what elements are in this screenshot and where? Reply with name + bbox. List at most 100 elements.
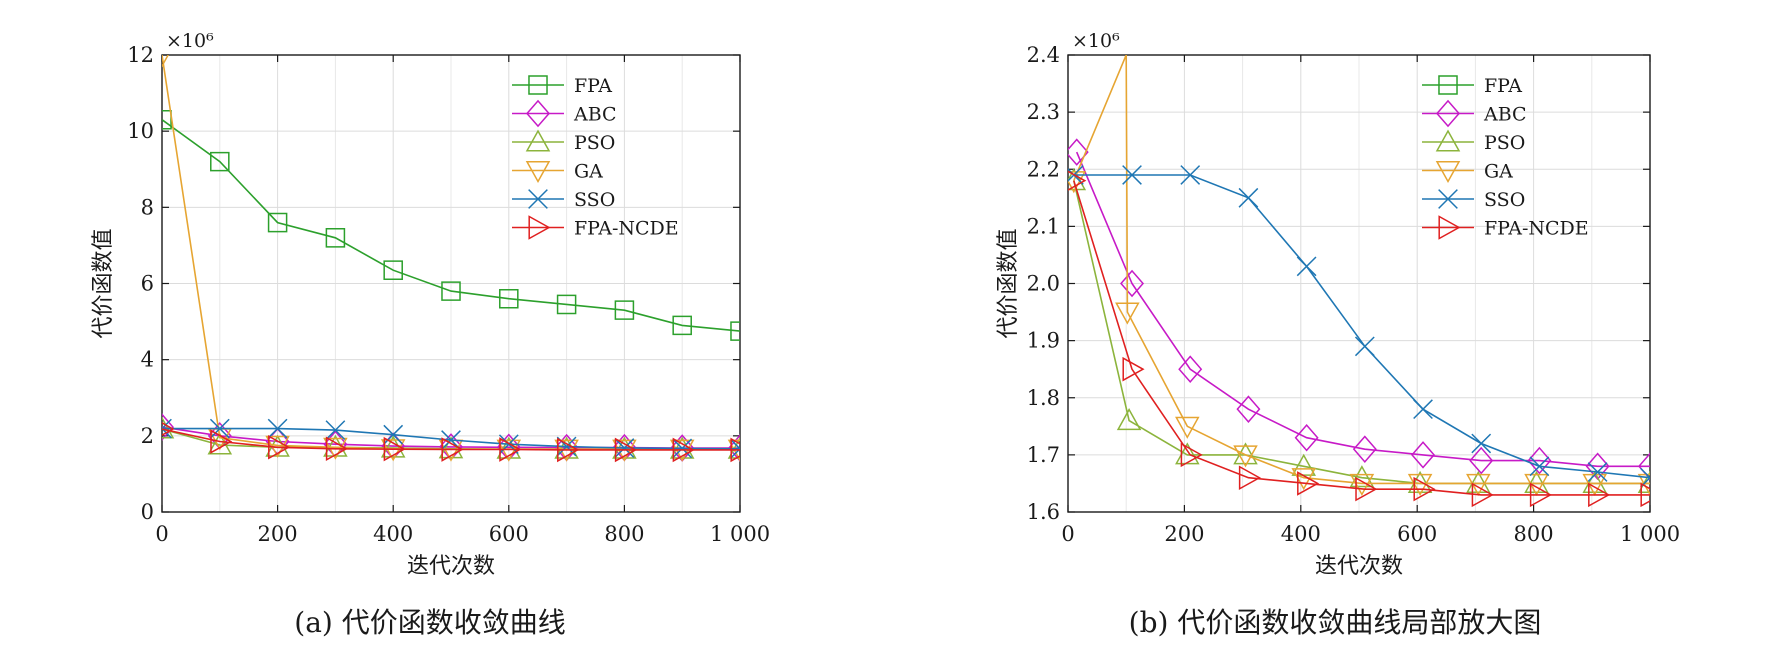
x-tick-label: 0 xyxy=(1061,522,1074,546)
x-tick-label: 1 000 xyxy=(710,522,770,546)
data-point-fpa-ncde xyxy=(614,437,637,463)
data-point-abc xyxy=(1638,452,1650,481)
data-point-sso xyxy=(267,418,288,439)
data-point-fpa-ncde xyxy=(1355,476,1378,502)
ticks: 0 200 400 600 800 1 000 1.6 1.7 1.8 1.9 2.0 2.1 2.2 2… xyxy=(1027,43,1680,546)
legend-label: SSO xyxy=(1484,189,1525,211)
y-tick-label: 2.2 xyxy=(1027,157,1060,181)
series-line-abc xyxy=(1075,151,1650,468)
legend-marker xyxy=(1438,75,1458,95)
legend-label: ABC xyxy=(1483,104,1527,126)
data-point-sso xyxy=(1587,462,1608,482)
data-point-ga xyxy=(1637,473,1650,496)
grid xyxy=(1068,55,1650,512)
data-point-abc xyxy=(728,434,740,462)
legend-marker xyxy=(528,215,551,240)
y-tick-label: 1.8 xyxy=(1027,386,1060,410)
data-point-fpa xyxy=(499,288,519,309)
legend-label: FPA-NCDE xyxy=(1484,218,1589,240)
data-point-ga xyxy=(1175,416,1200,439)
data-point-sso xyxy=(1354,336,1375,357)
data-point-fpa-ncde xyxy=(1413,476,1436,502)
data-point-fpa-ncde xyxy=(162,422,175,436)
x-tick-label: 400 xyxy=(1281,522,1321,546)
legend-label: FPA-NCDE xyxy=(574,218,679,240)
y-axis-label: 代价函数值 xyxy=(996,228,1021,338)
chart-b-cost-convergence-zoom: 0 200 400 600 800 1 000 1.6 1.7 1.8 1.9 2.0 2.1 2.2 2… xyxy=(996,30,1680,639)
data-point-ga xyxy=(1115,302,1140,325)
data-point-sso xyxy=(1296,256,1317,277)
y-tick-label: 2.0 xyxy=(1027,272,1060,296)
legend: FPA ABC PSO GA SSO FPA-NCDE xyxy=(1422,75,1589,240)
data-point-pso xyxy=(496,436,522,459)
data-point-pso xyxy=(1233,442,1258,465)
series-line-fpa xyxy=(162,119,740,332)
data-point-fpa-ncde xyxy=(672,437,695,463)
legend-label: SSO xyxy=(574,189,615,211)
data-point-fpa xyxy=(614,300,635,320)
data-point-abc xyxy=(1469,446,1494,475)
x-tick-label: 800 xyxy=(604,522,644,546)
data-point-fpa xyxy=(556,294,577,315)
data-point-abc xyxy=(1411,441,1436,469)
legend-marker xyxy=(1438,189,1458,209)
y-tick-label: 0 xyxy=(141,500,154,524)
data-point-fpa-ncde xyxy=(1238,465,1261,490)
y-axis-multiplier: ×10⁶ xyxy=(1072,30,1120,52)
data-point-fpa-ncde xyxy=(441,437,464,462)
data-point-ga xyxy=(1233,445,1258,468)
data-point-pso xyxy=(1582,470,1607,493)
data-point-sso xyxy=(1180,165,1201,185)
chart-caption: (a) 代价函数收敛曲线 xyxy=(294,606,565,639)
x-tick-label: 600 xyxy=(1397,522,1437,546)
data-point-sso xyxy=(209,418,230,439)
data-point-fpa xyxy=(441,281,461,301)
y-tick-label: 2.3 xyxy=(1027,100,1060,124)
x-tick-label: 200 xyxy=(1164,522,1204,546)
data-point-pso xyxy=(1349,465,1375,488)
data-point-fpa xyxy=(325,228,346,248)
x-tick-label: 0 xyxy=(155,522,168,546)
x-tick-label: 800 xyxy=(1514,522,1554,546)
legend-label: GA xyxy=(574,161,603,183)
data-point-abc xyxy=(1178,355,1203,383)
legend-label: GA xyxy=(1484,161,1513,183)
data-point-fpa-ncde xyxy=(1640,482,1650,508)
data-point-fpa xyxy=(383,260,403,280)
data-point-abc xyxy=(1294,423,1319,452)
chart-a-cost-convergence: 0 200 400 600 800 1 000 0 2 4 6 8 10 12 ×10⁶ 迭代次数 代价函数值… xyxy=(91,30,770,639)
series-line-fpa-ncde xyxy=(1073,180,1650,496)
series-group xyxy=(1068,55,1650,508)
data-point-fpa-ncde xyxy=(1180,442,1203,468)
series-line-fpa-ncde xyxy=(162,428,740,451)
data-point-fpa-ncde xyxy=(557,437,580,463)
x-tick-label: 400 xyxy=(373,522,413,546)
data-point-sso xyxy=(1640,467,1650,488)
legend: FPA ABC PSO GA SSO FPA-NCDE xyxy=(512,75,679,240)
data-point-fpa-ncde xyxy=(1471,482,1494,508)
data-point-fpa-ncde xyxy=(499,437,522,462)
y-axis-label: 代价函数值 xyxy=(91,228,116,338)
data-point-fpa-ncde xyxy=(1122,356,1145,382)
y-tick-label: 2 xyxy=(141,424,154,448)
data-point-abc xyxy=(1352,435,1377,463)
y-tick-label: 10 xyxy=(127,119,154,143)
data-point-pso xyxy=(438,436,464,459)
y-tick-label: 1.9 xyxy=(1027,329,1060,353)
x-tick-label: 200 xyxy=(258,522,298,546)
data-point-pso xyxy=(554,436,579,459)
y-tick-label: 12 xyxy=(127,43,154,67)
data-point-sso xyxy=(383,424,404,445)
data-point-fpa xyxy=(730,321,740,341)
legend-marker xyxy=(1436,99,1460,128)
legend-marker xyxy=(525,160,551,184)
data-point-sso xyxy=(325,420,346,441)
legend-marker xyxy=(1435,129,1461,152)
data-point-fpa-ncde xyxy=(1529,482,1552,508)
y-axis-multiplier: ×10⁶ xyxy=(166,30,214,52)
legend-label: FPA xyxy=(1484,75,1522,97)
y-tick-label: 8 xyxy=(141,195,154,219)
x-axis-label: 迭代次数 xyxy=(407,554,495,579)
data-point-ga xyxy=(1407,473,1433,496)
